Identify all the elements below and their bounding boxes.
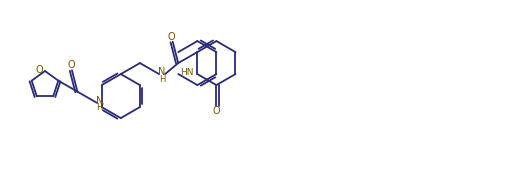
Text: O: O [213,106,220,116]
Text: HN: HN [180,68,194,76]
Text: H: H [96,103,103,112]
Text: N: N [159,67,166,77]
Text: O: O [168,32,176,42]
Text: O: O [35,65,43,75]
Text: N: N [96,96,103,106]
Text: O: O [67,60,75,70]
Text: H: H [159,75,165,84]
